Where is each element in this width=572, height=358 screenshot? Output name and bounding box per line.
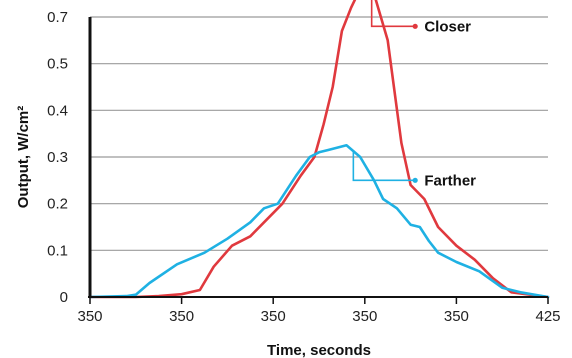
grid-lines (90, 16, 548, 251)
y-axis-title: Output, W/cm² (15, 106, 32, 208)
y-tick-label: 0.3 (47, 149, 68, 166)
legend-marker-farther (412, 177, 418, 183)
y-tick-label: 0.7 (47, 9, 68, 26)
legend-leader-farther (352, 150, 416, 182)
legend-label-closer: Closer (424, 18, 471, 35)
x-tick-label: 350 (77, 308, 102, 325)
y-tick-label: 0.2 (47, 196, 68, 213)
inline-legend: Closer Farther (352, 0, 476, 189)
x-axis-title: Time, seconds (267, 342, 371, 358)
x-tick-label: 350 (444, 308, 469, 325)
x-tick-label: 425 (535, 308, 560, 325)
y-tick-label: 0.1 (47, 242, 68, 259)
legend-marker-closer (412, 23, 418, 29)
series-line-farther (88, 144, 550, 299)
y-tick-labels: 0 0.1 0.2 0.3 0.4 0.5 0.7 (47, 9, 68, 306)
x-tick-label: 350 (352, 308, 377, 325)
series-lines (88, 0, 550, 299)
x-tick-labels: 350 350 350 350 350 425 (77, 297, 561, 325)
series-line-closer (88, 0, 550, 299)
x-tick-label: 350 (169, 308, 194, 325)
x-tick-label: 350 (261, 308, 286, 325)
y-tick-label: 0 (60, 289, 68, 306)
legend-label-farther: Farther (424, 172, 476, 189)
y-tick-label: 0.4 (47, 102, 68, 119)
y-tick-label: 0.5 (47, 56, 68, 73)
legend-leader-closer (370, 0, 416, 28)
